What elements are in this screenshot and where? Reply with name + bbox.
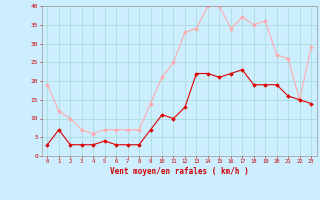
X-axis label: Vent moyen/en rafales ( km/h ): Vent moyen/en rafales ( km/h ) <box>110 167 249 176</box>
